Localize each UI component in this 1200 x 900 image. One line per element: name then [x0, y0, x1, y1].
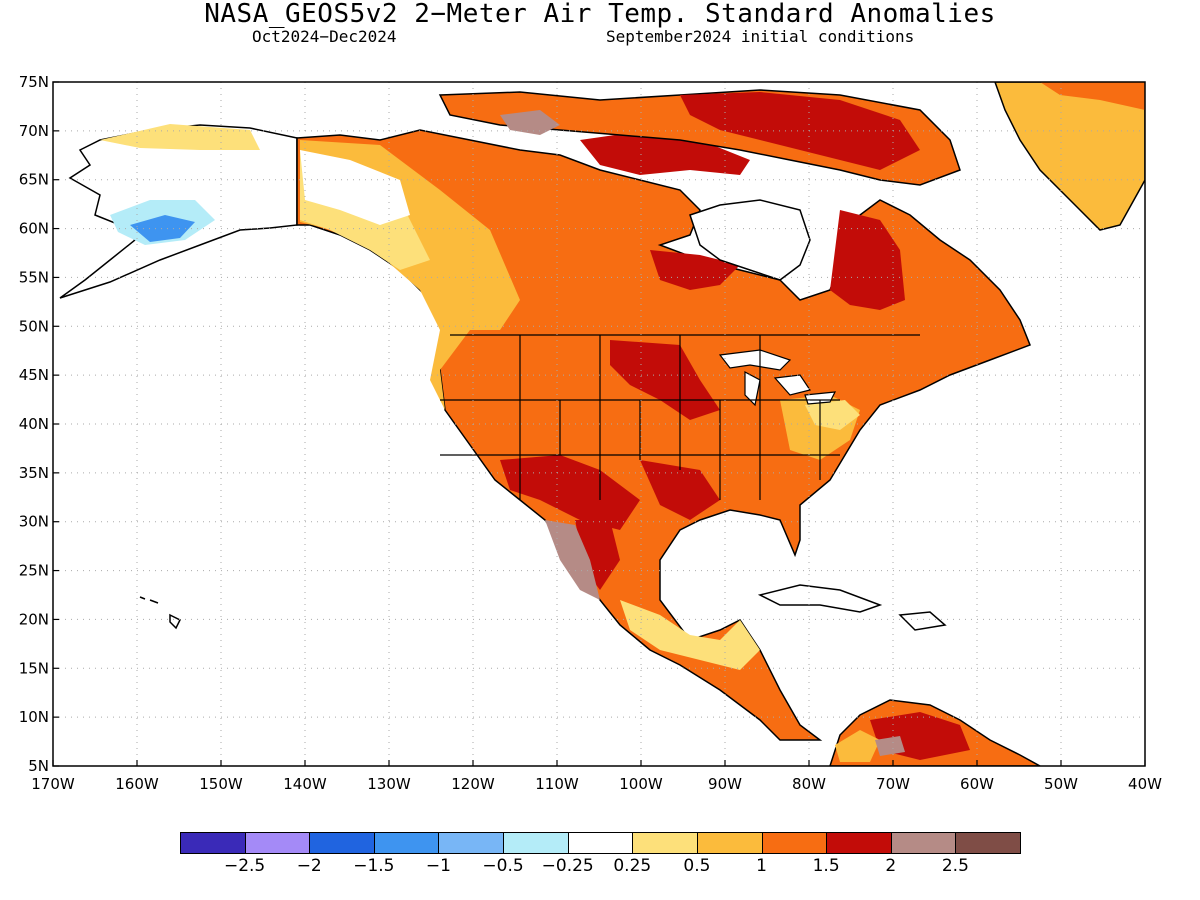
colorbar-swatch: [761, 832, 828, 854]
longitude-label: 150W: [199, 775, 243, 793]
longitude-label: 60W: [960, 775, 994, 793]
colorbar-swatch: [503, 832, 569, 854]
longitude-label: 70W: [876, 775, 910, 793]
latitude-label: 25N: [19, 562, 49, 580]
latitude-label: 55N: [19, 268, 49, 286]
hawaii: [139, 596, 182, 630]
arctic-islands-hot: [680, 92, 920, 170]
colorbar-label: 1: [756, 856, 767, 876]
colorbar-label: 0.5: [683, 856, 711, 876]
colorbar-label: −2: [296, 856, 322, 876]
latitude-label: 60N: [19, 220, 49, 238]
colorbar-label: −0.25: [541, 856, 594, 876]
south-america-light: [835, 730, 880, 762]
longitude-label: 50W: [1044, 775, 1078, 793]
longitude-label: 90W: [708, 775, 742, 793]
longitude-labels: 170W 160W 150W 140W 130W 120W 110W 100W 90W 80W 70…: [31, 775, 1162, 793]
colorbar-swatch: [696, 832, 763, 854]
colorbar-label: 2.5: [941, 856, 969, 876]
colorbar-swatch: [309, 832, 375, 854]
longitude-label: 140W: [283, 775, 327, 793]
colorbar-label: −1: [425, 856, 451, 876]
longitude-label: 80W: [792, 775, 826, 793]
colorbar-label: 1.5: [812, 856, 840, 876]
longitude-label: 130W: [367, 775, 411, 793]
map-grid: [53, 82, 1145, 766]
southwest-hot: [500, 455, 640, 530]
latitude-label: 50N: [19, 317, 49, 335]
east-coast-light: [805, 400, 860, 430]
great-lakes: [718, 349, 837, 407]
colorbar-label: 2: [885, 856, 897, 876]
hudson-bay: [689, 199, 811, 281]
south-america-brown: [875, 736, 905, 756]
latitude-label: 15N: [19, 659, 49, 677]
arctic-hot-1: [580, 130, 750, 175]
greenland-hot: [1040, 82, 1145, 110]
colorbar-swatch: [955, 832, 1021, 854]
anomaly-map: 5N 10N 15N 20N 25N 30N 35N 40N 45N 50N 55N 60N 65N 70…: [19, 73, 1162, 793]
colorbar-label: −0.5: [482, 856, 524, 876]
longitude-label: 170W: [31, 775, 75, 793]
hudson-bay-north-hot: [650, 250, 740, 290]
latitude-label: 20N: [19, 610, 49, 628]
colorbar-swatch: [244, 832, 311, 854]
colorbar-label: −1.5: [353, 856, 395, 876]
initial-conditions: September2024 initial conditions: [606, 27, 915, 46]
political-borders: [296, 138, 920, 500]
colorbar-swatch: [826, 832, 892, 854]
longitude-label: 160W: [115, 775, 159, 793]
latitude-label: 65N: [19, 171, 49, 189]
colorbar-swatch: [567, 832, 634, 854]
longitude-label: 120W: [451, 775, 495, 793]
longitude-label: 100W: [619, 775, 663, 793]
arctic-islands-brown: [500, 110, 560, 135]
alaska-warm-patch: [100, 124, 260, 150]
latitude-label: 5N: [28, 757, 49, 775]
colorbar-swatch: [890, 832, 957, 854]
latitude-label: 45N: [19, 366, 49, 384]
alaska-cold-patch: [130, 215, 195, 242]
longitude-label: 40W: [1128, 775, 1162, 793]
colorbar-label: −2.5: [223, 856, 266, 876]
latitude-label: 70N: [19, 122, 49, 140]
cuba: [757, 584, 883, 613]
latitude-labels: 5N 10N 15N 20N 25N 30N 35N 40N 45N 50N 55N 60N 65N 70…: [19, 73, 49, 775]
hispaniola: [898, 611, 947, 631]
map-title: NASA_GEOS5v2 2−Meter Air Temp. Standard …: [204, 0, 996, 29]
axis-ticks: [52, 81, 1146, 767]
longitude-label: 110W: [535, 775, 579, 793]
forecast-period: Oct2024−Dec2024: [252, 27, 397, 46]
colorbar-swatch: [438, 832, 505, 854]
quebec-hot: [830, 210, 905, 310]
mexico-brown: [545, 520, 600, 600]
land-greenland: [994, 82, 1145, 231]
anomaly-field: [59, 82, 1145, 766]
latitude-label: 40N: [19, 415, 49, 433]
colorbar-swatch: [632, 832, 698, 854]
mexico-hot: [575, 520, 620, 590]
latitude-label: 10N: [19, 708, 49, 726]
texas-hot: [640, 460, 720, 520]
latitude-label: 75N: [19, 73, 49, 91]
latitude-label: 35N: [19, 464, 49, 482]
colorbar-swatch: [373, 832, 440, 854]
latitude-label: 30N: [19, 513, 49, 531]
colorbar-label: 0.25: [613, 856, 652, 876]
colorbar-swatch: [180, 832, 246, 854]
yukon-white: [300, 150, 410, 225]
